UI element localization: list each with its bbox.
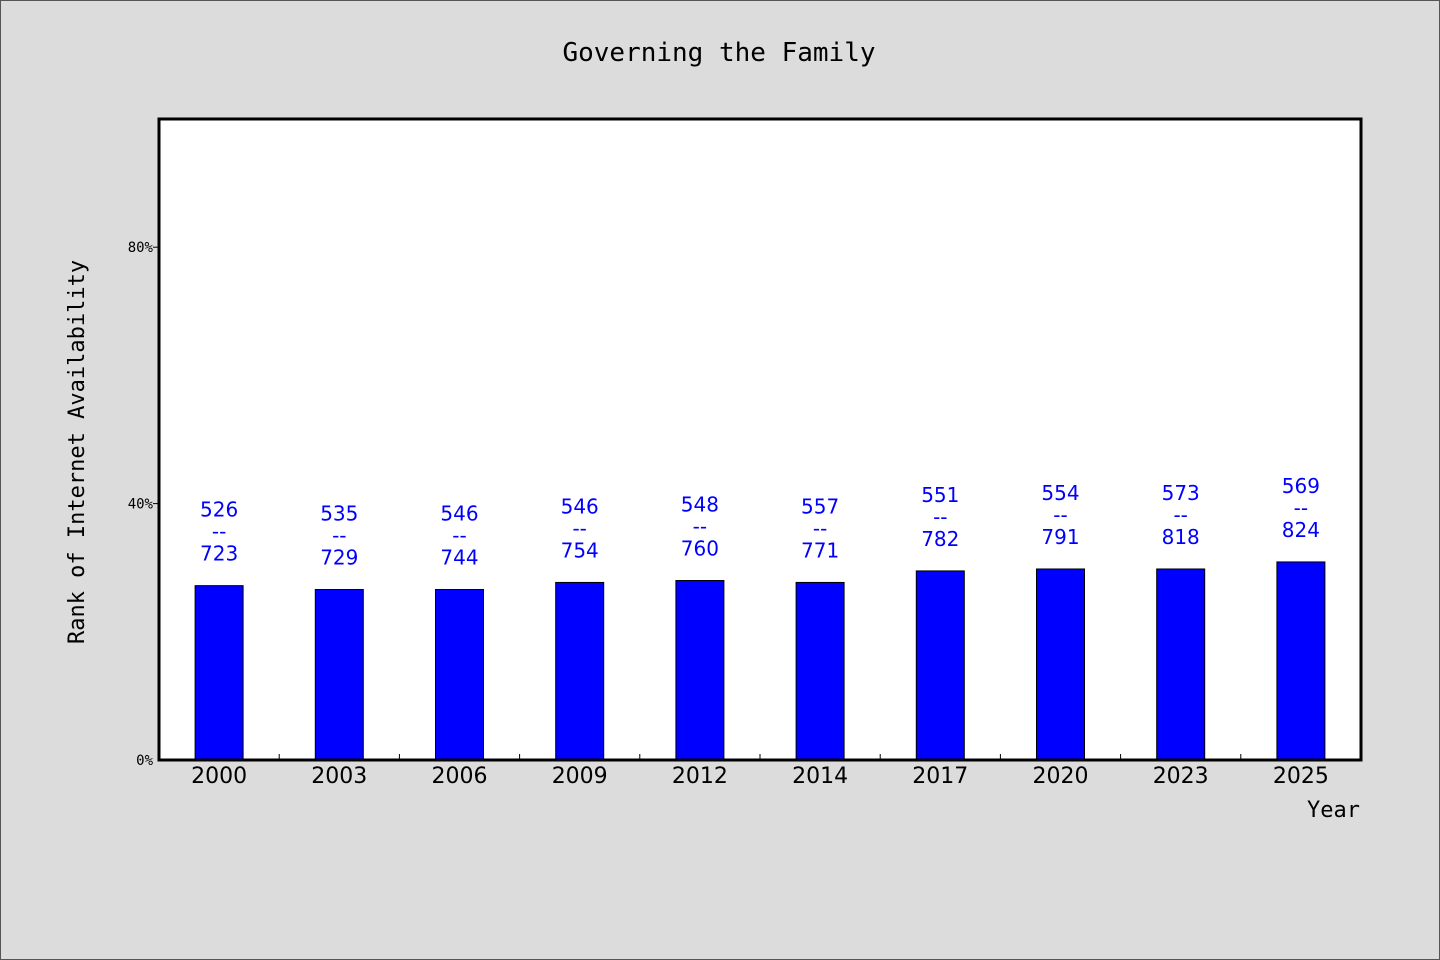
data-label-separator: -- <box>332 523 346 547</box>
data-label-numerator: 526 <box>200 498 238 522</box>
x-tick-label: 2020 <box>1033 764 1089 789</box>
data-label-separator: -- <box>813 516 827 540</box>
data-label-numerator: 551 <box>921 483 959 507</box>
data-label-separator: -- <box>1294 496 1308 520</box>
y-tick-label: 0% <box>136 753 153 769</box>
data-label-separator: -- <box>1053 503 1067 527</box>
y-axis: 0% 40% 80% <box>128 240 159 769</box>
bar-2020 <box>1036 568 1085 761</box>
data-label-numerator: 554 <box>1041 481 1079 505</box>
data-label-denominator: 771 <box>801 538 839 562</box>
data-label-separator: -- <box>572 516 586 540</box>
data-label-numerator: 557 <box>801 494 839 518</box>
bar-2014 <box>795 581 845 761</box>
data-label-denominator: 824 <box>1282 518 1320 542</box>
x-tick-label: 2023 <box>1153 764 1209 789</box>
x-tick-label: 2003 <box>311 764 367 789</box>
data-label-denominator: 723 <box>200 542 238 566</box>
data-label-separator: -- <box>452 523 466 547</box>
y-tick-label: 80% <box>128 240 154 256</box>
data-label-numerator: 535 <box>320 501 358 525</box>
data-label-separator: -- <box>212 520 226 544</box>
data-labels-layer: 526--723535--729546--744546--754548--760… <box>200 474 1320 570</box>
data-label-denominator: 729 <box>320 545 358 569</box>
bar-2000 <box>194 585 244 761</box>
data-label-separator: -- <box>693 515 707 539</box>
x-tick-label: 2009 <box>552 764 608 789</box>
x-tick-label: 2012 <box>672 764 728 789</box>
bar-2017 <box>915 570 965 761</box>
y-tick-label: 40% <box>128 497 154 513</box>
bar-2009 <box>555 581 605 761</box>
bars-layer <box>194 561 1326 761</box>
chart-title: Governing the Family <box>562 38 875 68</box>
x-axis-title: Year <box>1307 798 1360 823</box>
x-tick-label: 2014 <box>792 764 848 789</box>
data-label-numerator: 573 <box>1162 481 1200 505</box>
y-axis-title: Rank of Internet Availability <box>65 260 90 644</box>
data-label-separator: -- <box>1173 503 1187 527</box>
data-label-denominator: 818 <box>1162 525 1200 549</box>
data-label-separator: -- <box>933 505 947 529</box>
bar-2012 <box>675 580 725 761</box>
x-tick-label: 2017 <box>912 764 968 789</box>
data-label-numerator: 546 <box>440 501 478 525</box>
bar-2003 <box>314 588 364 761</box>
bar-2023 <box>1156 568 1206 761</box>
data-label-denominator: 791 <box>1041 525 1079 549</box>
x-tick-label: 2000 <box>191 764 247 789</box>
data-label-denominator: 744 <box>440 545 478 569</box>
x-axis: 2000 2003 2006 2009 2012 2014 2017 2020 2023 2025 <box>191 754 1329 789</box>
data-label-numerator: 548 <box>681 493 719 517</box>
x-tick-label: 2025 <box>1273 764 1329 789</box>
bar-2025 <box>1276 561 1326 761</box>
data-label-denominator: 754 <box>561 538 599 562</box>
bar-2006 <box>435 588 484 761</box>
data-label-denominator: 782 <box>921 527 959 551</box>
data-label-denominator: 760 <box>681 537 719 561</box>
x-tick-label: 2006 <box>432 764 488 789</box>
data-label-numerator: 546 <box>561 494 599 518</box>
data-label-numerator: 569 <box>1282 474 1320 498</box>
